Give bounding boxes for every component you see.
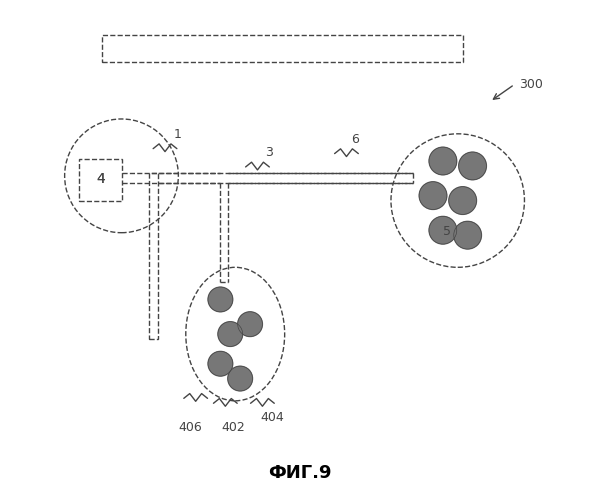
Circle shape bbox=[208, 287, 233, 312]
Circle shape bbox=[419, 182, 447, 210]
Text: 300: 300 bbox=[519, 78, 543, 91]
Text: ФИГ.9: ФИГ.9 bbox=[268, 464, 331, 481]
Bar bbox=[149, 174, 158, 339]
Circle shape bbox=[228, 366, 253, 391]
Circle shape bbox=[454, 222, 482, 249]
Circle shape bbox=[449, 186, 477, 214]
Circle shape bbox=[459, 152, 486, 180]
Text: 3: 3 bbox=[265, 146, 273, 158]
Text: 1: 1 bbox=[174, 128, 181, 141]
Text: 4: 4 bbox=[96, 172, 105, 186]
Text: 5: 5 bbox=[443, 224, 451, 237]
Bar bbox=[102, 35, 462, 62]
Circle shape bbox=[218, 322, 243, 346]
Text: 6: 6 bbox=[352, 133, 359, 146]
Text: 406: 406 bbox=[179, 420, 202, 434]
Bar bbox=[80, 158, 122, 200]
Text: 402: 402 bbox=[221, 420, 244, 434]
Text: 404: 404 bbox=[261, 410, 284, 424]
Circle shape bbox=[429, 216, 456, 244]
Text: 4: 4 bbox=[96, 172, 105, 186]
Circle shape bbox=[208, 352, 233, 376]
Circle shape bbox=[429, 147, 456, 175]
Circle shape bbox=[238, 312, 262, 336]
